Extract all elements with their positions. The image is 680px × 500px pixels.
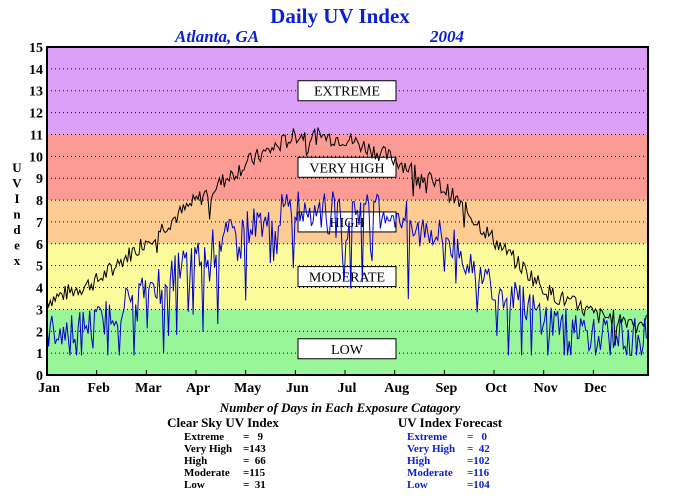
y-axis-label-letter: n [13, 207, 21, 222]
x-tick-label: Feb [87, 381, 110, 396]
y-axis-label-letter: e [14, 238, 20, 253]
y-tick-label: 1 [36, 347, 43, 362]
summary-row-label: Very High [184, 443, 232, 455]
summary-row-label: Moderate [184, 467, 230, 479]
band-label-box [297, 266, 397, 288]
y-tick-label: 2 [36, 325, 43, 340]
summary-row-value: =116 [467, 467, 490, 479]
summary-row-value: = 42 [467, 443, 490, 455]
summary-row-label: High [407, 455, 430, 467]
y-tick-label: 7 [36, 216, 43, 231]
band-label-box [297, 80, 397, 102]
forecast-series-line [46, 191, 647, 356]
x-tick-label: May [234, 381, 261, 396]
plot-frame [46, 46, 649, 376]
y-tick-label: 12 [29, 107, 43, 122]
x-tick-label: Nov [534, 381, 558, 396]
clear-sky-summary-title: Clear Sky UV Index [167, 415, 279, 430]
chart-title: Daily UV Index [270, 4, 410, 28]
summary-row-value: = 0 [467, 431, 488, 443]
y-tick-label: 11 [30, 128, 43, 143]
y-tick-label: 15 [29, 41, 43, 56]
summary-row-label: Very High [407, 443, 455, 455]
x-tick-label: Jan [38, 381, 60, 396]
x-tick-label: Mar [135, 381, 161, 396]
y-tick-label: 3 [36, 303, 43, 318]
summary-row-value: = 66 [243, 455, 266, 467]
summary-row-value: =115 [243, 467, 266, 479]
clear-sky-series-line [46, 127, 647, 346]
summary-caption: Number of Days in Each Exposure Catagory [219, 400, 461, 415]
summary-row-value: =143 [243, 443, 266, 455]
x-tick-label: Jul [338, 381, 357, 396]
y-tick-label: 0 [36, 369, 43, 384]
band-labels: LOW MODERATE HIGH VERY HIGH EXTREME [297, 80, 397, 360]
y-tick-label: 8 [36, 194, 43, 209]
band-label: LOW [331, 343, 364, 358]
forecast-summary-rows: Extreme = 0 Very High = 42 High =102 Moderate =… [407, 431, 490, 491]
y-axis-label-letter: V [12, 176, 22, 191]
y-tick-label: 4 [36, 282, 43, 297]
summary-row-label: Extreme [184, 431, 224, 443]
band-label: VERY HIGH [309, 161, 384, 176]
y-axis-label-letter: I [14, 191, 19, 206]
x-tick-label: Oct [485, 381, 507, 396]
x-tick-label: Sep [435, 381, 457, 396]
chart-subtitle-location: Atlanta, GA [174, 27, 259, 46]
summary-row-value: = 31 [243, 479, 266, 491]
band-label-box [297, 156, 397, 178]
summary-row-label: Low [184, 479, 205, 491]
summary-row-value: = 9 [243, 431, 264, 443]
y-axis-label-letter: x [14, 253, 21, 268]
y-tick-label: 10 [29, 150, 43, 165]
y-axis-label-letter: d [13, 222, 21, 237]
band-label-box [297, 338, 397, 360]
summary-row-value: =104 [467, 479, 490, 491]
clear-sky-summary-rows: Extreme = 9 Very High =143 High = 66 Moderate =… [184, 431, 266, 491]
y-tick-label: 14 [29, 63, 43, 78]
x-tick-label: Jun [286, 381, 309, 396]
y-tick-label: 13 [29, 85, 43, 100]
x-tick-label: Aug [384, 381, 409, 396]
summary-row-label: High [184, 455, 207, 467]
summary-row-label: Low [407, 479, 428, 491]
band-label: HIGH [330, 216, 365, 231]
x-tick-labels: Jan Feb Mar Apr May Jun Jul Aug Sep Oct Nov Dec [38, 370, 607, 396]
series-lines [46, 127, 647, 356]
y-tick-label: 9 [36, 172, 43, 187]
summary-row-label: Moderate [407, 467, 453, 479]
grid-lines [47, 68, 648, 354]
y-tick-label: 5 [36, 260, 43, 275]
x-tick-label: Dec [584, 381, 607, 396]
band-label: EXTREME [314, 85, 380, 100]
chart-subtitle-year: 2004 [429, 27, 464, 46]
y-tick-label: 6 [36, 238, 43, 253]
y-axis-label-letter: U [12, 160, 22, 175]
summary-row-label: Extreme [407, 431, 447, 443]
x-tick-label: Apr [186, 381, 210, 396]
band-label: MODERATE [309, 271, 385, 286]
summary-row-value: =102 [467, 455, 490, 467]
forecast-summary-title: UV Index Forecast [398, 415, 503, 430]
